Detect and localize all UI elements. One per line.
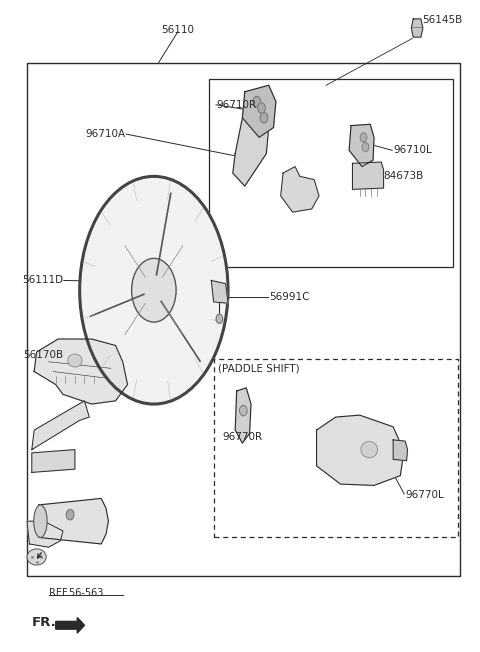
Polygon shape <box>242 85 276 138</box>
Text: REF.56-563: REF.56-563 <box>48 587 103 597</box>
Polygon shape <box>281 167 319 212</box>
Text: 56145B: 56145B <box>422 15 462 25</box>
Polygon shape <box>235 388 251 443</box>
Bar <box>209 79 453 267</box>
Polygon shape <box>352 162 384 189</box>
Text: 56111D: 56111D <box>22 275 63 286</box>
Text: 84673B: 84673B <box>384 171 424 181</box>
Polygon shape <box>233 108 269 186</box>
Polygon shape <box>32 401 89 450</box>
Circle shape <box>260 113 268 123</box>
Text: 56170B: 56170B <box>23 350 63 361</box>
Circle shape <box>240 406 247 416</box>
Circle shape <box>360 133 367 142</box>
Circle shape <box>253 96 261 107</box>
Text: (PADDLE SHIFT): (PADDLE SHIFT) <box>218 363 300 374</box>
Ellipse shape <box>132 258 176 322</box>
Circle shape <box>216 314 223 323</box>
Polygon shape <box>27 521 63 547</box>
Bar <box>214 359 458 537</box>
Text: 96710A: 96710A <box>85 129 125 139</box>
Circle shape <box>258 103 265 113</box>
Circle shape <box>362 143 369 152</box>
Polygon shape <box>32 450 75 473</box>
Polygon shape <box>34 339 128 404</box>
Text: 96710R: 96710R <box>216 100 256 110</box>
Polygon shape <box>317 415 403 485</box>
Bar <box>27 63 460 576</box>
Text: 56110: 56110 <box>161 25 194 35</box>
Polygon shape <box>349 125 374 167</box>
Ellipse shape <box>34 505 47 537</box>
Polygon shape <box>80 176 228 404</box>
Polygon shape <box>39 498 108 544</box>
Text: 96770R: 96770R <box>222 432 263 441</box>
Text: 96770L: 96770L <box>405 490 444 500</box>
Polygon shape <box>56 617 84 633</box>
Text: FR.: FR. <box>32 616 57 629</box>
Polygon shape <box>393 440 408 461</box>
Ellipse shape <box>27 549 46 565</box>
Text: 56991C: 56991C <box>269 291 309 302</box>
Ellipse shape <box>361 441 378 458</box>
Ellipse shape <box>68 354 82 367</box>
Text: 96710L: 96710L <box>393 145 432 155</box>
Polygon shape <box>211 280 228 303</box>
Polygon shape <box>411 19 423 37</box>
Circle shape <box>66 509 74 520</box>
